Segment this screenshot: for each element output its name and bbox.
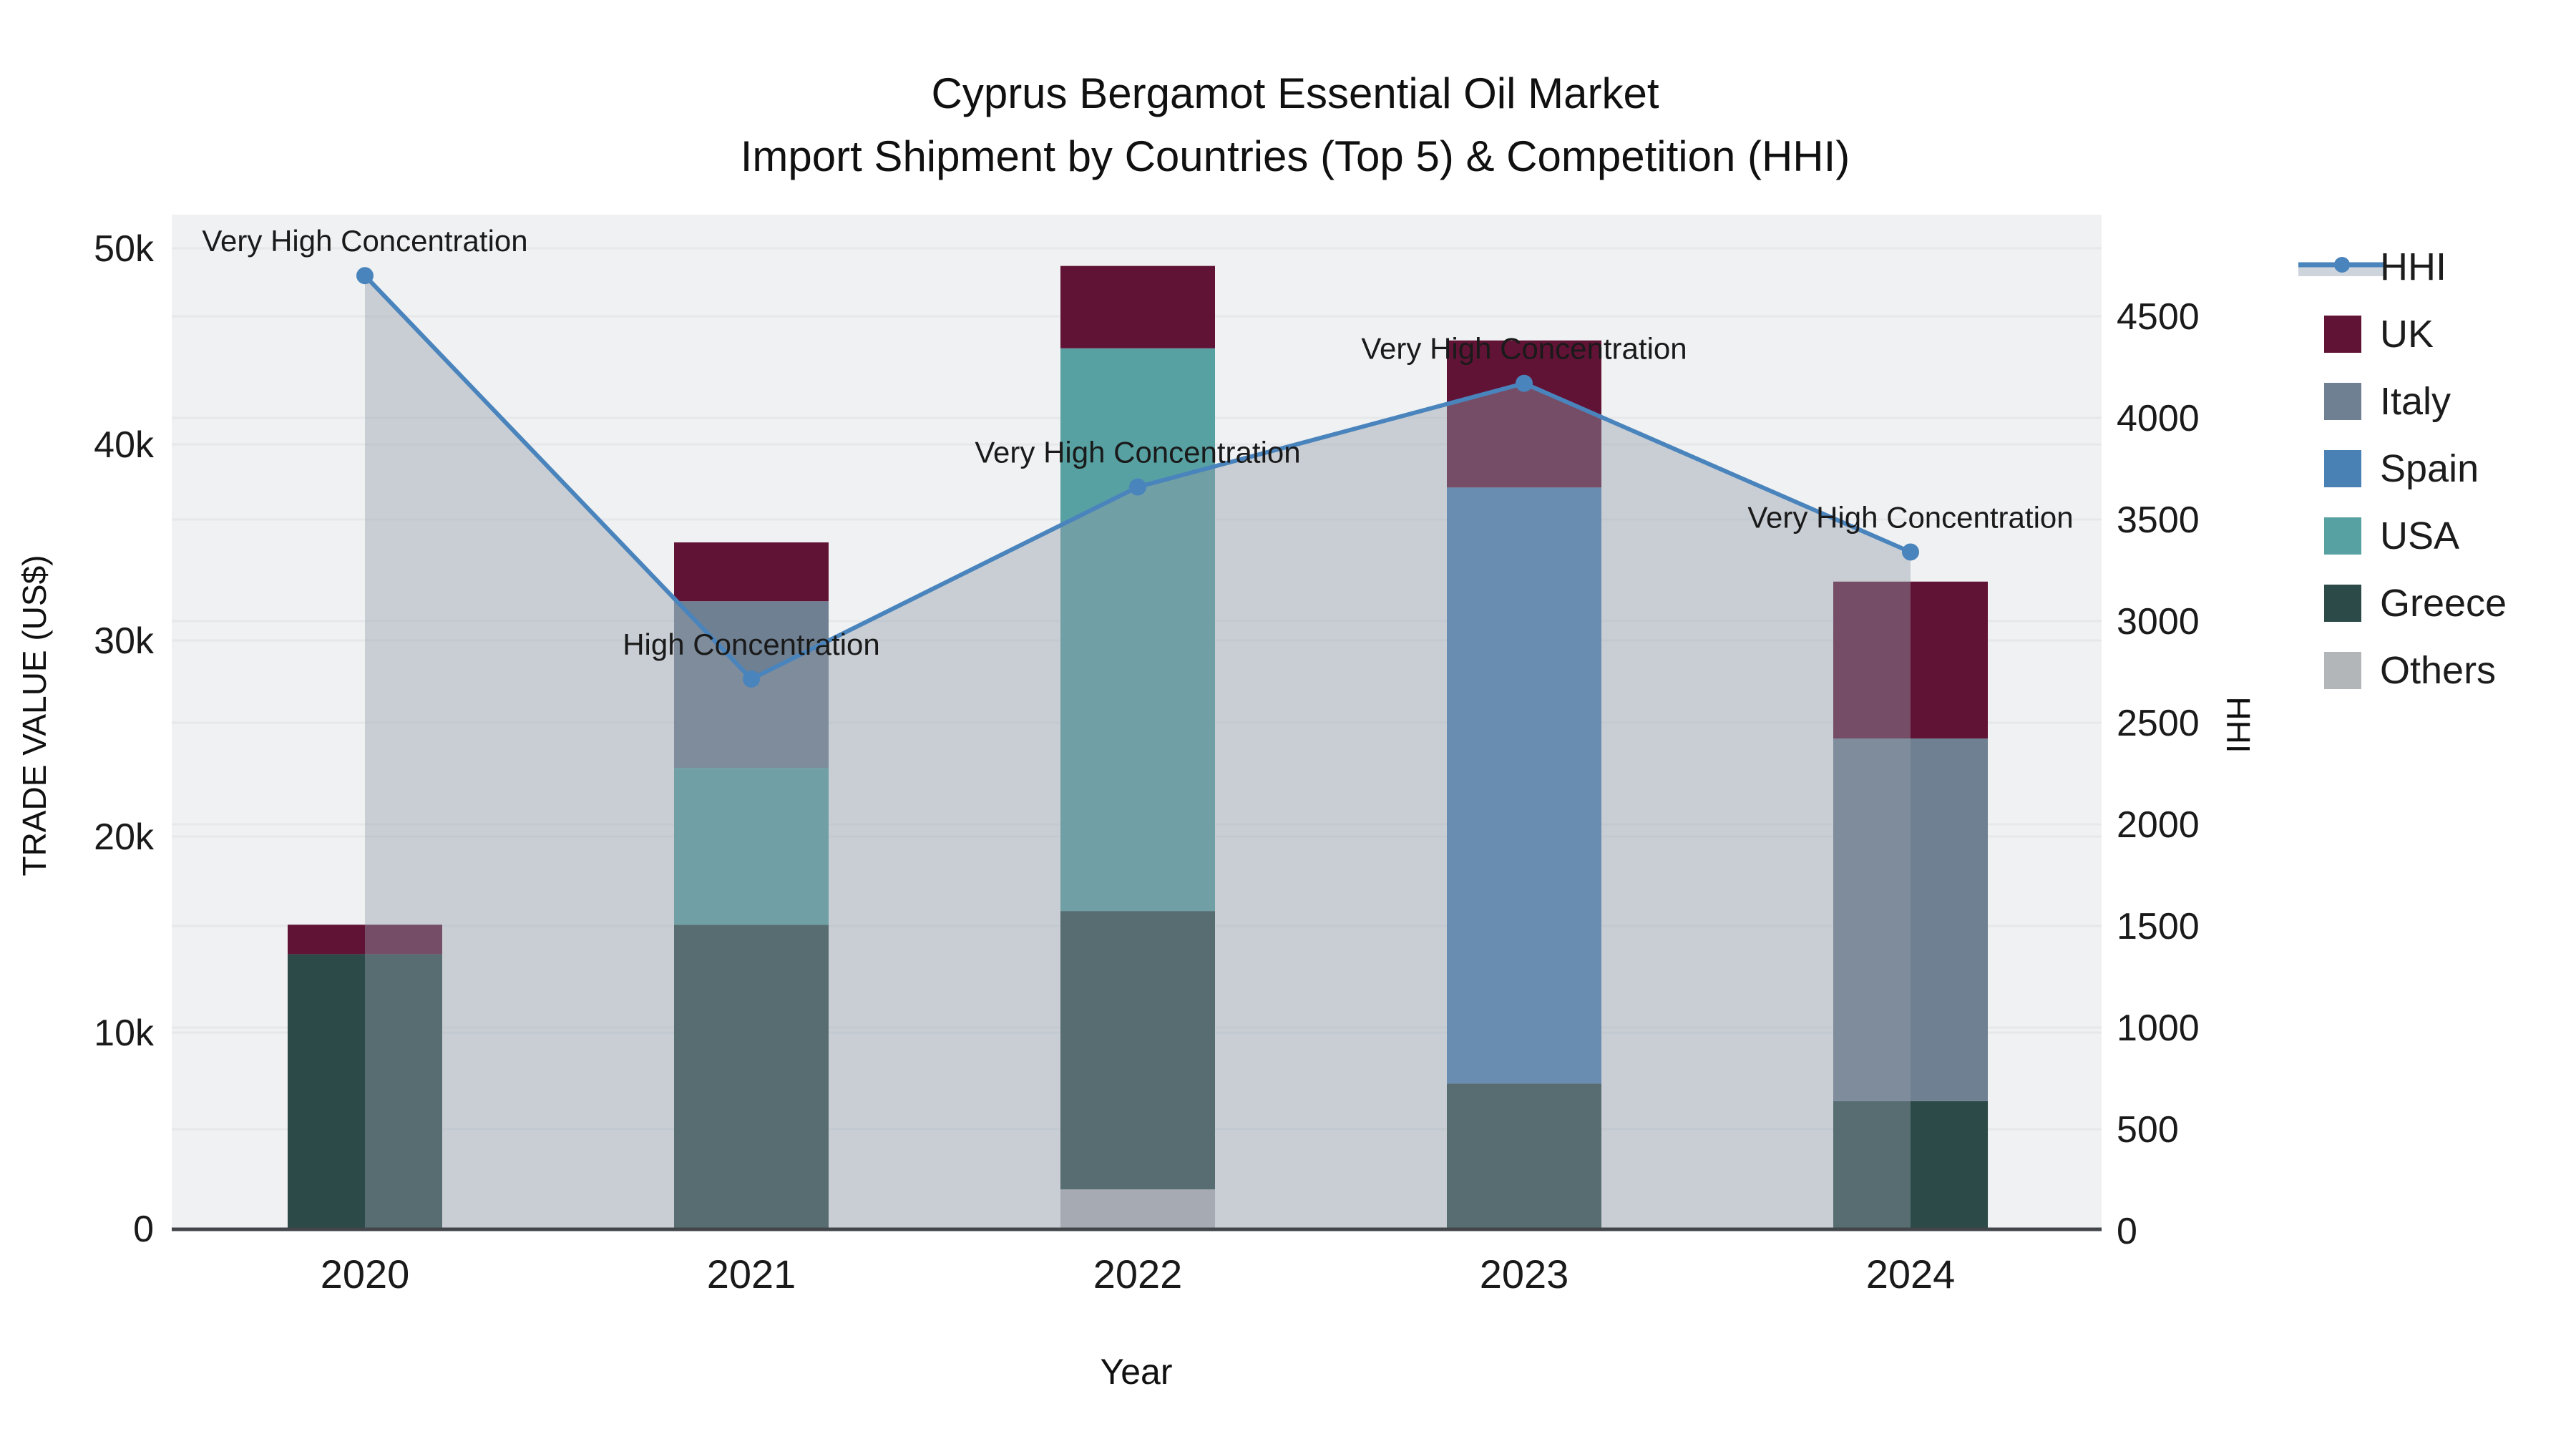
y-left-tick: 20k — [94, 816, 155, 858]
annotation-2023: Very High Concentration — [1361, 332, 1687, 366]
hhi-marker-2021[interactable] — [743, 670, 760, 688]
hhi-marker-2024[interactable] — [1902, 543, 1919, 561]
legend-hhi-line-icon — [2298, 257, 2386, 276]
bar-greece-2024[interactable] — [1833, 1101, 1988, 1229]
legend-item-uk[interactable]: UK — [2298, 301, 2507, 368]
bar-usa-2021[interactable] — [674, 768, 829, 925]
hhi-marker-2023[interactable] — [1516, 374, 1533, 392]
y-left-tick: 40k — [94, 424, 155, 466]
legend-swatch-others — [2324, 652, 2361, 689]
y-left-axis-title: TRADE VALUE (US$) — [16, 555, 53, 877]
bar-greece-2023[interactable] — [1447, 1083, 1601, 1229]
legend-swatch-spain — [2324, 450, 2361, 487]
y-right-tick: 3000 — [2117, 601, 2200, 643]
bar-uk-2023[interactable] — [1447, 340, 1601, 488]
x-tick: 2020 — [321, 1252, 410, 1297]
y-right-tick: 4500 — [2117, 296, 2200, 338]
legend-item-others[interactable]: Others — [2298, 637, 2507, 704]
x-tick: 2021 — [707, 1252, 796, 1297]
bar-uk-2024[interactable] — [1833, 581, 1988, 738]
bar-greece-2020[interactable] — [288, 954, 442, 1229]
legend-swatch-uk — [2324, 316, 2361, 353]
legend-swatch-italy — [2324, 383, 2361, 420]
y-right-tick: 2500 — [2117, 703, 2200, 744]
hhi-area-fill — [365, 275, 1911, 1230]
x-tick: 2023 — [1480, 1252, 1569, 1297]
bar-others-2022[interactable] — [1060, 1189, 1215, 1229]
y-right-axis-title: HHI — [2220, 696, 2257, 753]
legend-label: Spain — [2380, 447, 2479, 490]
legend-item-spain[interactable]: Spain — [2298, 435, 2507, 502]
legend-label: Others — [2380, 649, 2497, 692]
bar-uk-2020[interactable] — [288, 924, 442, 955]
y-right-tick: 0 — [2117, 1211, 2137, 1252]
bar-usa-2022[interactable] — [1060, 348, 1215, 912]
legend-item-usa[interactable]: USA — [2298, 502, 2507, 570]
y-right-tick: 2000 — [2117, 804, 2200, 846]
legend-label: UK — [2380, 313, 2434, 356]
legend-item-italy[interactable]: Italy — [2298, 368, 2507, 435]
bar-uk-2022[interactable] — [1060, 265, 1215, 348]
bar-spain-2023[interactable] — [1447, 487, 1601, 1084]
legend: HHI UK Italy Spain USA Greece Others — [2298, 233, 2507, 704]
legend-swatch-usa — [2324, 517, 2361, 555]
y-left-tick: 10k — [94, 1013, 155, 1054]
chart-title-line2: Import Shipment by Countries (Top 5) & C… — [740, 132, 1850, 180]
x-tick: 2022 — [1093, 1252, 1183, 1297]
y-right-tick: 500 — [2117, 1109, 2179, 1151]
legend-label: HHI — [2380, 245, 2446, 288]
legend-label: Greece — [2380, 582, 2507, 625]
annotation-2020: Very High Concentration — [202, 224, 527, 258]
annotation-2022: Very High Concentration — [975, 436, 1300, 469]
annotation-2024: Very High Concentration — [1747, 500, 2073, 534]
chart-title-line1: Cyprus Bergamot Essential Oil Market — [931, 69, 1659, 117]
legend-item-greece[interactable]: Greece — [2298, 570, 2507, 637]
annotation-2021: High Concentration — [623, 628, 880, 661]
bar-uk-2021[interactable] — [674, 542, 829, 602]
legend-label: USA — [2380, 514, 2460, 557]
hhi-marker-2022[interactable] — [1129, 478, 1146, 496]
hhi-marker-2020[interactable] — [356, 267, 374, 285]
y-right-tick: 1000 — [2117, 1008, 2200, 1049]
legend-item-hhi[interactable]: HHI — [2298, 233, 2507, 301]
legend-label: Italy — [2380, 380, 2451, 423]
x-axis-title: Year — [1100, 1352, 1173, 1392]
y-left-tick: 50k — [94, 228, 155, 270]
y-right-tick: 3500 — [2117, 499, 2200, 541]
y-left-tick: 0 — [133, 1209, 154, 1250]
y-right-tick: 4000 — [2117, 398, 2200, 439]
y-left-tick: 30k — [94, 620, 155, 662]
legend-swatch-greece — [2324, 585, 2361, 622]
y-right-tick: 1500 — [2117, 906, 2200, 947]
bar-italy-2024[interactable] — [1833, 738, 1988, 1101]
bar-greece-2021[interactable] — [674, 924, 829, 1229]
bar-greece-2022[interactable] — [1060, 911, 1215, 1190]
x-tick: 2024 — [1866, 1252, 1956, 1297]
